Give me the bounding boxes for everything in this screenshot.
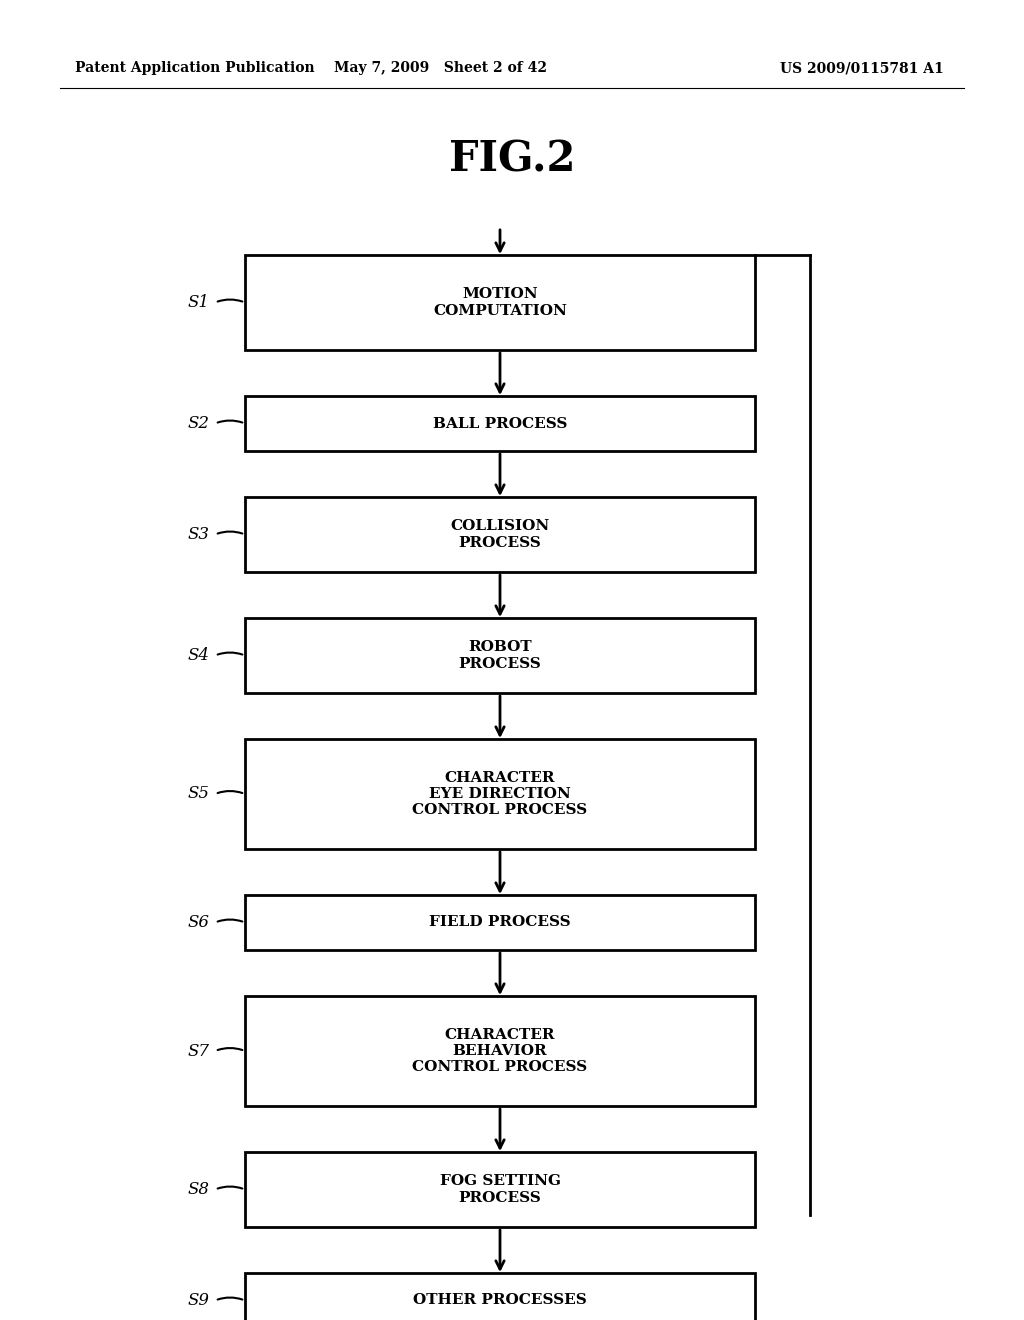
Bar	[245, 396, 755, 451]
Text: S9: S9	[188, 1292, 210, 1309]
Text: S3: S3	[188, 525, 210, 543]
Bar	[245, 997, 755, 1106]
Bar	[245, 1152, 755, 1228]
Bar	[245, 739, 755, 849]
Text: CHARACTER
BEHAVIOR
CONTROL PROCESS: CHARACTER BEHAVIOR CONTROL PROCESS	[413, 1028, 588, 1074]
Text: S7: S7	[188, 1043, 210, 1060]
Bar	[245, 895, 755, 950]
Text: May 7, 2009   Sheet 2 of 42: May 7, 2009 Sheet 2 of 42	[334, 61, 547, 75]
Text: ROBOT
PROCESS: ROBOT PROCESS	[459, 640, 542, 671]
Text: FIG.2: FIG.2	[449, 139, 575, 181]
Text: US 2009/0115781 A1: US 2009/0115781 A1	[780, 61, 944, 75]
Text: BALL PROCESS: BALL PROCESS	[433, 417, 567, 430]
Text: Patent Application Publication: Patent Application Publication	[75, 61, 314, 75]
Bar	[245, 1272, 755, 1320]
Bar	[245, 498, 755, 572]
Text: MOTION
COMPUTATION: MOTION COMPUTATION	[433, 288, 567, 318]
Text: S4: S4	[188, 647, 210, 664]
Text: S2: S2	[188, 414, 210, 432]
Text: S6: S6	[188, 913, 210, 931]
Text: S1: S1	[188, 294, 210, 312]
Text: COLLISION
PROCESS: COLLISION PROCESS	[451, 519, 550, 549]
Text: FIELD PROCESS: FIELD PROCESS	[429, 916, 570, 929]
Bar	[245, 618, 755, 693]
Bar	[245, 255, 755, 350]
Text: OTHER PROCESSES: OTHER PROCESSES	[413, 1294, 587, 1308]
Text: S5: S5	[188, 785, 210, 803]
Text: FOG SETTING
PROCESS: FOG SETTING PROCESS	[439, 1175, 560, 1205]
Text: CHARACTER
EYE DIRECTION
CONTROL PROCESS: CHARACTER EYE DIRECTION CONTROL PROCESS	[413, 771, 588, 817]
Text: S8: S8	[188, 1181, 210, 1199]
